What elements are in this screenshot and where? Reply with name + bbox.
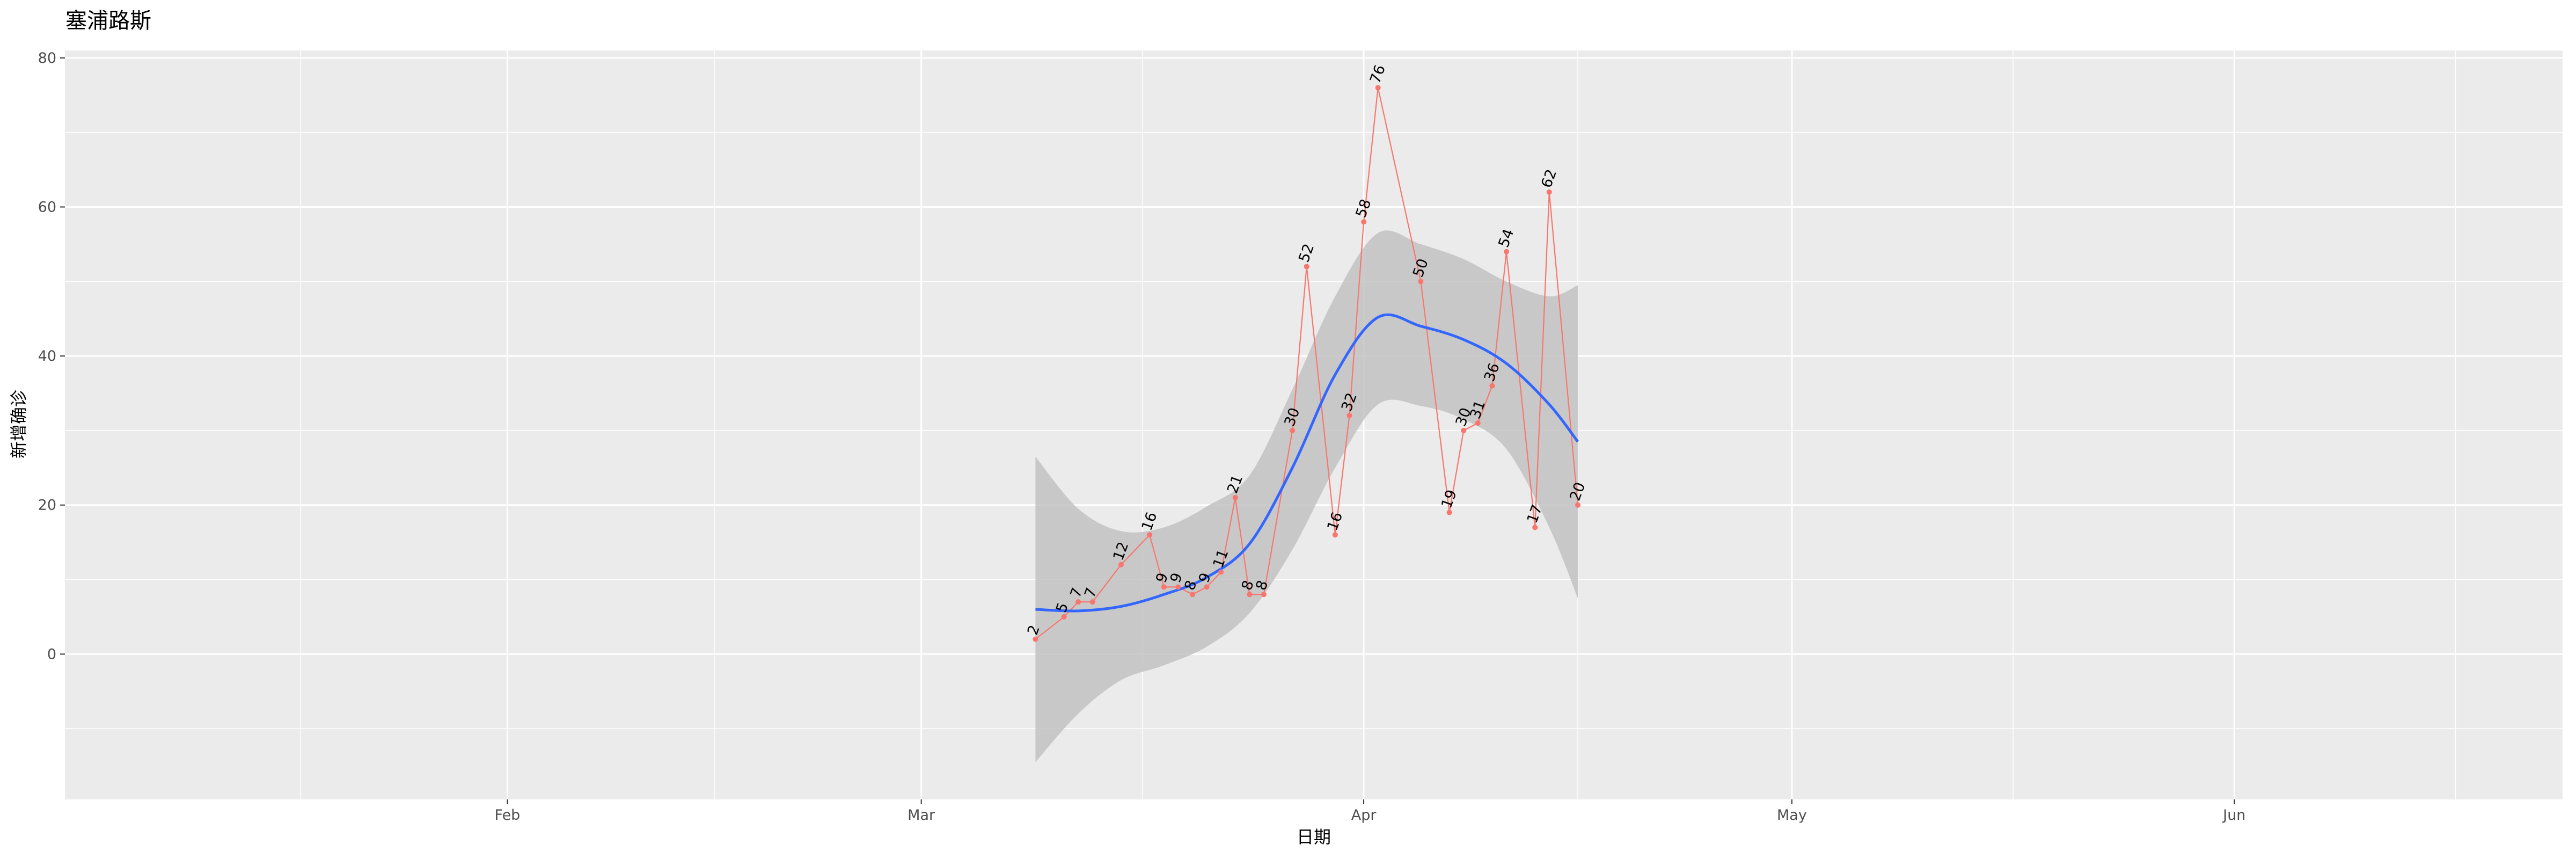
x-tick-label: Mar bbox=[908, 807, 935, 824]
x-tick-label: May bbox=[1777, 807, 1807, 824]
data-point bbox=[1446, 509, 1452, 515]
data-point bbox=[1475, 420, 1481, 426]
y-tick-label: 0 bbox=[47, 646, 56, 663]
x-tick-label: Apr bbox=[1351, 807, 1377, 824]
x-tick-label: Jun bbox=[2222, 807, 2245, 824]
chart-title: 塞浦路斯 bbox=[65, 9, 151, 33]
data-point bbox=[1304, 264, 1309, 270]
data-point bbox=[1089, 599, 1095, 605]
data-point bbox=[1247, 592, 1253, 598]
x-axis: Feb Mar Apr May Jun bbox=[495, 799, 2245, 824]
data-point bbox=[1461, 427, 1467, 433]
data-point bbox=[1075, 599, 1081, 605]
y-axis: 0 20 40 60 80 bbox=[38, 50, 65, 663]
y-axis-title: 新增确诊 bbox=[9, 390, 29, 458]
data-point bbox=[1532, 525, 1538, 530]
data-point bbox=[1218, 569, 1224, 575]
y-tick-label: 20 bbox=[38, 497, 56, 514]
data-point bbox=[1161, 584, 1167, 590]
data-point bbox=[1290, 427, 1296, 433]
confidence-ribbon bbox=[1035, 230, 1578, 762]
data-points bbox=[1033, 85, 1580, 642]
data-point bbox=[1118, 562, 1124, 567]
smooth-curve bbox=[1035, 313, 1579, 613]
data-point bbox=[1147, 532, 1153, 538]
x-tick-label: Feb bbox=[495, 807, 521, 824]
data-point bbox=[1418, 279, 1424, 285]
data-point bbox=[1189, 592, 1195, 598]
data-point bbox=[1361, 219, 1367, 225]
y-tick-label: 40 bbox=[38, 348, 56, 365]
major-gridlines bbox=[65, 50, 2563, 799]
data-point bbox=[1575, 502, 1580, 508]
data-point bbox=[1033, 636, 1038, 642]
data-point bbox=[1232, 494, 1238, 500]
data-point bbox=[1504, 249, 1510, 254]
data-point bbox=[1332, 532, 1338, 538]
data-point bbox=[1489, 383, 1495, 389]
data-point bbox=[1375, 85, 1381, 91]
data-point bbox=[1061, 614, 1067, 620]
data-point bbox=[1175, 584, 1181, 590]
data-point bbox=[1204, 584, 1210, 590]
confidence-band bbox=[1035, 230, 1578, 762]
data-point bbox=[1261, 592, 1267, 598]
loess-line bbox=[1035, 313, 1579, 613]
data-point bbox=[1346, 413, 1352, 419]
x-axis-title: 日期 bbox=[1297, 827, 1331, 847]
data-point bbox=[1546, 189, 1552, 195]
y-tick-label: 80 bbox=[38, 50, 56, 67]
y-tick-label: 60 bbox=[38, 199, 56, 215]
